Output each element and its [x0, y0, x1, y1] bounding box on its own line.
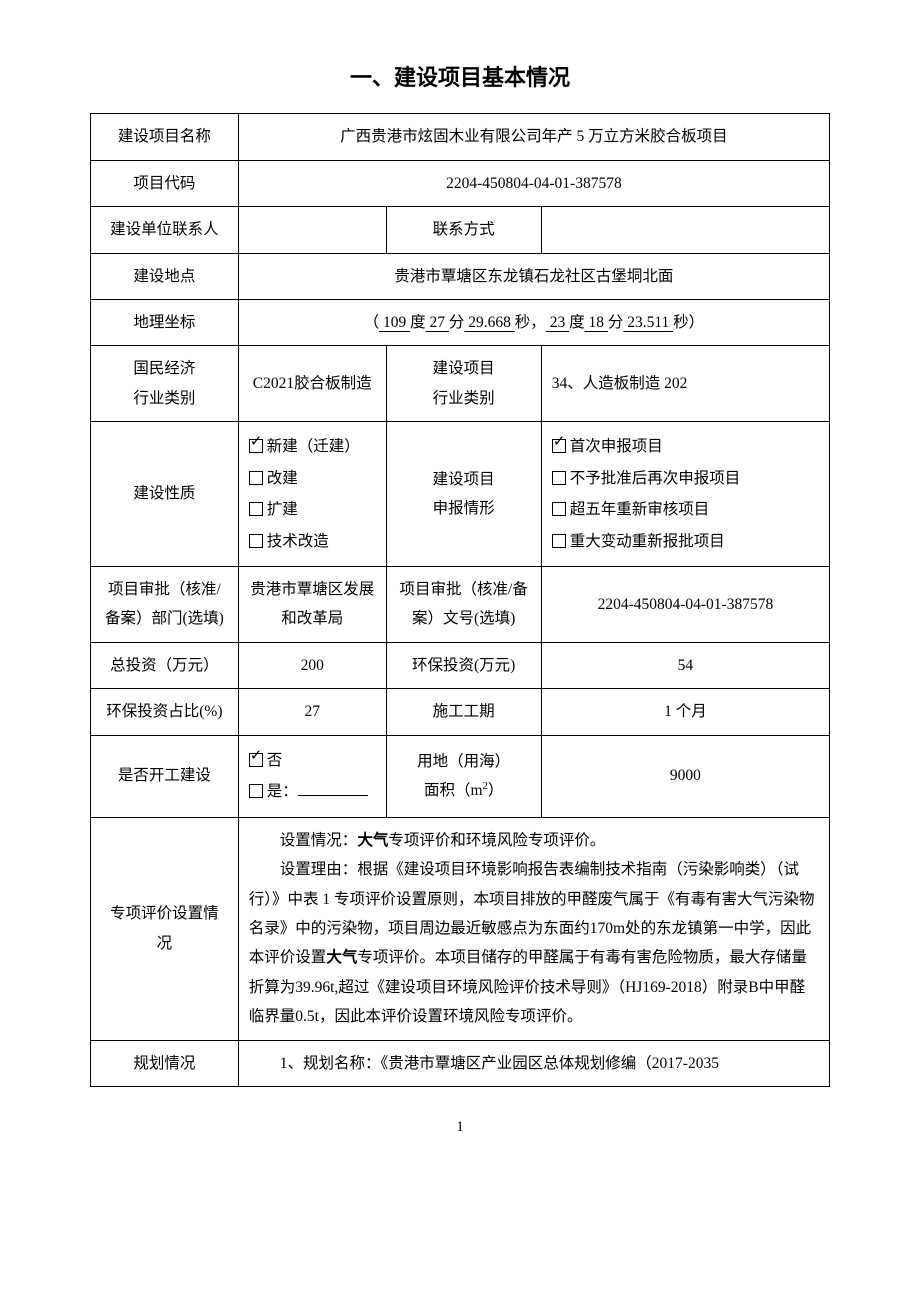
value-land-area: 9000	[541, 735, 829, 817]
table-row: 建设地点 贵港市覃塘区东龙镇石龙社区古堡垌北面	[91, 253, 830, 299]
table-row: 建设项目名称 广西贵港市炫固木业有限公司年产 5 万立方米胶合板项目	[91, 114, 830, 160]
land-area-label-line1: 用地（用海）	[417, 753, 510, 770]
coord-close: ）	[689, 314, 705, 331]
label-build-nature: 建设性质	[91, 422, 239, 567]
label-report-situation: 建设项目 申报情形	[386, 422, 541, 567]
table-row: 建设性质 新建（迁建） 改建 扩建 技术改造 建设项目 申报情形 首次申报项目 …	[91, 422, 830, 567]
coord-sec-word: 秒	[515, 314, 531, 331]
value-contact-person	[238, 207, 386, 253]
value-project-industry: 34、人造板制造 202	[541, 346, 829, 422]
coord-open: （	[364, 314, 380, 331]
label-coordinates: 地理坐标	[91, 299, 239, 345]
special-p1: 设置情况：大气专项评价和环境风险专项评价。	[249, 826, 819, 855]
value-special-eval: 设置情况：大气专项评价和环境风险专项评价。 设置理由：根据《建设项目环境影响报告…	[238, 817, 829, 1040]
option-text: 不予批准后再次申报项目	[570, 470, 741, 487]
coord-min-word: 分	[449, 314, 465, 331]
table-row: 国民经济 行业类别 C2021胶合板制造 建设项目 行业类别 34、人造板制造 …	[91, 346, 830, 422]
table-row: 总投资（万元） 200 环保投资(万元) 54	[91, 642, 830, 688]
label-project-industry: 建设项目 行业类别	[386, 346, 541, 422]
label-project-name: 建设项目名称	[91, 114, 239, 160]
table-row: 专项评价设置情 况 设置情况：大气专项评价和环境风险专项评价。 设置理由：根据《…	[91, 817, 830, 1040]
option-text: 重大变动重新报批项目	[570, 533, 725, 550]
checkbox-icon	[249, 534, 263, 548]
value-coordinates: （ 109 度 27 分 29.668 秒， 23 度 18 分 23.511 …	[238, 299, 829, 345]
coord-sec-word-2: 秒	[673, 314, 689, 331]
table-row: 是否开工建设 否 是： 用地（用海） 面积（m2） 9000	[91, 735, 830, 817]
value-contact-method	[541, 207, 829, 253]
coord-min-word-2: 分	[608, 314, 624, 331]
value-project-code: 2204-450804-04-01-387578	[238, 160, 829, 206]
table-row: 建设单位联系人 联系方式	[91, 207, 830, 253]
table-row: 地理坐标 （ 109 度 27 分 29.668 秒， 23 度 18 分 23…	[91, 299, 830, 345]
label-approval-doc: 项目审批（核准/备案）文号(选填)	[386, 567, 541, 643]
label-approval-dept: 项目审批（核准/备案）部门(选填)	[91, 567, 239, 643]
label-env-ratio: 环保投资占比(%)	[91, 689, 239, 735]
label-plan: 规划情况	[91, 1040, 239, 1086]
page-number: 1	[90, 1115, 830, 1139]
coord-lon-sec: 29.668	[464, 314, 514, 331]
option-text: 超五年重新审核项目	[570, 501, 710, 518]
label-contact-method: 联系方式	[386, 207, 541, 253]
label-location: 建设地点	[91, 253, 239, 299]
coord-lat-deg: 23	[546, 314, 569, 331]
label-econ-industry: 国民经济 行业类别	[91, 346, 239, 422]
value-env-ratio: 27	[238, 689, 386, 735]
label-project-code: 项目代码	[91, 160, 239, 206]
coord-lat-min: 18	[585, 314, 608, 331]
coord-lon-min: 27	[426, 314, 449, 331]
label-land-area: 用地（用海） 面积（m2）	[386, 735, 541, 817]
option-yes: 是：	[267, 783, 298, 800]
table-row: 项目审批（核准/备案）部门(选填) 贵港市覃塘区发展和改革局 项目审批（核准/备…	[91, 567, 830, 643]
value-econ-industry: C2021胶合板制造	[238, 346, 386, 422]
value-report-situation: 首次申报项目 不予批准后再次申报项目 超五年重新审核项目 重大变动重新报批项目	[541, 422, 829, 567]
value-env-invest: 54	[541, 642, 829, 688]
option-text: 技术改造	[267, 533, 329, 550]
option-text: 首次申报项目	[570, 438, 663, 455]
label-duration: 施工工期	[386, 689, 541, 735]
label-special-eval: 专项评价设置情 况	[91, 817, 239, 1040]
land-area-label-line2: 面积（m2）	[424, 782, 504, 799]
checkbox-icon	[552, 534, 566, 548]
plan-text: 1、规划名称：《贵港市覃塘区产业园区总体规划修编（2017-2035	[249, 1049, 819, 1078]
checkbox-icon	[552, 471, 566, 485]
table-row: 项目代码 2204-450804-04-01-387578	[91, 160, 830, 206]
value-build-nature: 新建（迁建） 改建 扩建 技术改造	[238, 422, 386, 567]
section-title: 一、建设项目基本情况	[90, 60, 830, 95]
option-text: 新建（迁建）	[267, 438, 360, 455]
checkbox-icon	[249, 471, 263, 485]
value-duration: 1 个月	[541, 689, 829, 735]
value-plan: 1、规划名称：《贵港市覃塘区产业园区总体规划修编（2017-2035	[238, 1040, 829, 1086]
special-p2: 设置理由：根据《建设项目环境影响报告表编制技术指南（污染影响类）（试行）》中表 …	[249, 855, 819, 1032]
value-approval-doc: 2204-450804-04-01-387578	[541, 567, 829, 643]
coord-deg-word-2: 度	[569, 314, 585, 331]
checkbox-icon	[249, 753, 263, 767]
coord-lat-sec: 23.511	[623, 314, 673, 331]
value-total-invest: 200	[238, 642, 386, 688]
label-started: 是否开工建设	[91, 735, 239, 817]
checkbox-icon	[249, 439, 263, 453]
option-text: 扩建	[267, 501, 298, 518]
value-started: 否 是：	[238, 735, 386, 817]
label-total-invest: 总投资（万元）	[91, 642, 239, 688]
coord-lon-deg: 109	[379, 314, 410, 331]
checkbox-icon	[552, 439, 566, 453]
fill-blank	[298, 778, 368, 796]
project-info-table: 建设项目名称 广西贵港市炫固木业有限公司年产 5 万立方米胶合板项目 项目代码 …	[90, 113, 830, 1087]
label-contact-person: 建设单位联系人	[91, 207, 239, 253]
option-text: 改建	[267, 470, 298, 487]
value-project-name: 广西贵港市炫固木业有限公司年产 5 万立方米胶合板项目	[238, 114, 829, 160]
coord-deg-word: 度	[410, 314, 426, 331]
coord-sep: ，	[530, 314, 546, 331]
value-approval-dept: 贵港市覃塘区发展和改革局	[238, 567, 386, 643]
option-no: 否	[267, 752, 283, 769]
checkbox-icon	[249, 784, 263, 798]
table-row: 环保投资占比(%) 27 施工工期 1 个月	[91, 689, 830, 735]
value-location: 贵港市覃塘区东龙镇石龙社区古堡垌北面	[238, 253, 829, 299]
checkbox-icon	[249, 502, 263, 516]
table-row: 规划情况 1、规划名称：《贵港市覃塘区产业园区总体规划修编（2017-2035	[91, 1040, 830, 1086]
label-env-invest: 环保投资(万元)	[386, 642, 541, 688]
checkbox-icon	[552, 502, 566, 516]
